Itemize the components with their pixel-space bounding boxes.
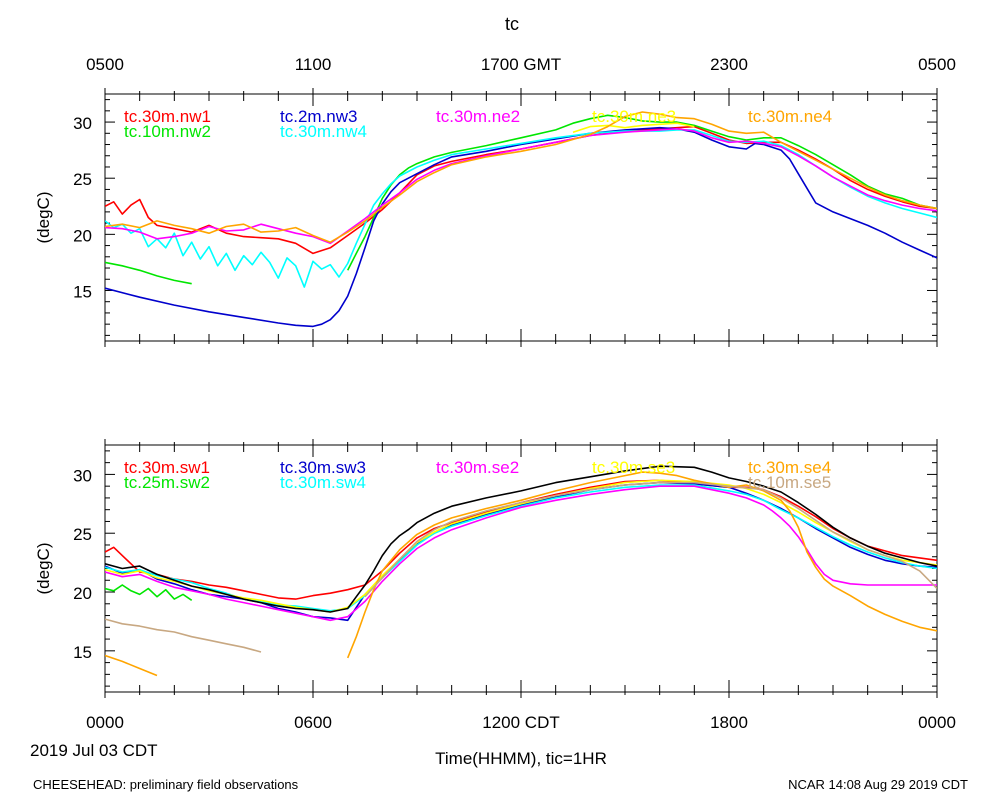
bottom-tick-label: 0600	[294, 713, 332, 732]
top-tick-label: 0500	[918, 55, 956, 74]
bottom-tick-label: 0000	[86, 713, 124, 732]
legend-entry: tc.30m.ne2	[436, 107, 520, 126]
bottom-tick-label: 1800	[710, 713, 748, 732]
legend-entry: tc.30m.se2	[436, 458, 519, 477]
legend-entry: tc.10m.nw2	[124, 122, 211, 141]
y-tick-label: 25	[73, 525, 92, 544]
y-tick-label: 30	[73, 114, 92, 133]
legend-entry: tc.2m.nw3	[280, 107, 357, 126]
legend-entry: tc.30m.sw4	[280, 473, 366, 492]
series-line-tc-10m-se5	[105, 618, 262, 653]
series-line-tc-2m-nw3	[105, 126, 937, 328]
legend-entry: tc.25m.sw2	[124, 473, 210, 492]
x-axis-label: Time(HHMM), tic=1HR	[435, 749, 607, 768]
y-tick-label: 30	[73, 466, 92, 485]
bottom-tick-label: 0000	[918, 713, 956, 732]
bottom-axis-labels: 0000 0600 1200 CDT 1800 0000	[86, 713, 956, 732]
series-line-tc-30m-se4	[346, 471, 937, 659]
y-tick-label: 15	[73, 282, 92, 301]
y-tick-label: 15	[73, 643, 92, 662]
series-line-tc-30m-ne2	[105, 128, 937, 245]
y-tick-label: 20	[73, 226, 92, 245]
series-line-tc-30m-sw1	[105, 479, 937, 600]
series-line-tc-30m-sw3	[105, 481, 937, 622]
y-axis-label: (degC)	[34, 192, 53, 244]
series-line-tc-30m-se4	[105, 654, 158, 677]
legend-entry: tc.30m.se4	[748, 458, 831, 477]
legend-entry: tc.30m.ne3	[592, 107, 676, 126]
top-tick-label: 1100	[295, 55, 332, 74]
series-line-tc-25m-sw2	[105, 584, 193, 601]
series-line-tc-30m-se2	[105, 485, 937, 622]
top-tick-label: 1700 GMT	[481, 55, 561, 74]
legend-entry: tc.30m.se3	[592, 458, 675, 477]
series-line-tc-30m-nw4	[105, 129, 937, 288]
legend-entry: tc.30m.sw3	[280, 458, 366, 477]
legend-entry: tc.30m.ne4	[748, 107, 832, 126]
series-line-tc-30m-ne4	[105, 111, 937, 243]
series-line-tc-10m-nw2	[346, 114, 937, 271]
legend-entry: tc.30m.nw1	[124, 107, 211, 126]
legend-entry: tc.10m.se5	[748, 473, 831, 492]
y-tick-label: 20	[73, 584, 92, 603]
chart-top-title: tc	[505, 14, 519, 34]
top-tick-label: 2300	[710, 55, 748, 74]
series-line-tc-10m-nw2	[105, 261, 192, 285]
top-tick-label: 0500	[86, 55, 124, 74]
legend-entry: tc.30m.sw1	[124, 458, 210, 477]
legend-entry: tc.30m.nw4	[280, 122, 367, 141]
date-label: 2019 Jul 03 CDT	[30, 741, 158, 760]
plot-frame	[104, 93, 938, 342]
bottom-tick-label: 1200 CDT	[482, 713, 559, 732]
footer-left: CHEESEHEAD: preliminary field observatio…	[33, 777, 299, 792]
series-line-tc-30m-nw1	[105, 125, 937, 255]
series-line-tc-30m-sw4	[105, 484, 937, 612]
y-axis-label: (degC)	[34, 543, 53, 595]
footer-right: NCAR 14:08 Aug 29 2019 CDT	[788, 777, 968, 792]
series-line-tc-30m-ne3	[572, 122, 695, 133]
top-axis-labels: 0500 1100 1700 GMT 2300 0500	[86, 55, 956, 74]
series-line-tc-10m-se5	[364, 481, 937, 598]
y-tick-label: 25	[73, 170, 92, 189]
series-line-tc-30m-se6	[105, 465, 937, 613]
